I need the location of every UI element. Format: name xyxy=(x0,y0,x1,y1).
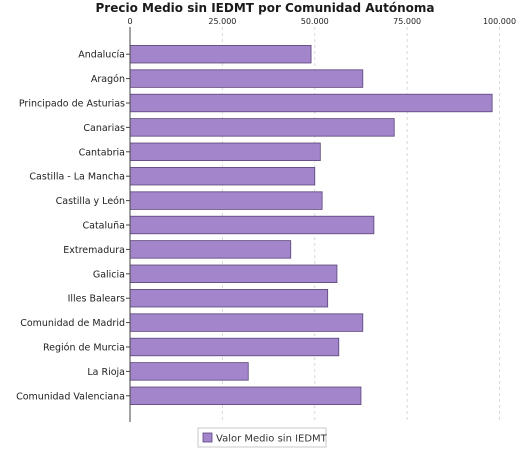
bar xyxy=(129,93,493,113)
category-labels: Andalucía Aragón Principado de Asturias Can… xyxy=(16,50,125,403)
bar xyxy=(129,386,362,405)
x-tick-label: 0 xyxy=(127,17,132,26)
x-tick-label: 75.000 xyxy=(393,17,421,26)
category-label: Canarias xyxy=(83,123,125,134)
category-label: Cantabria xyxy=(79,147,125,158)
category-label: Principado de Asturias xyxy=(19,99,125,110)
bar xyxy=(129,313,364,332)
bar xyxy=(129,362,249,381)
legend-label: Valor Medio sin IEDMT xyxy=(216,434,328,445)
x-tick-label: 25.000 xyxy=(208,17,236,26)
bar xyxy=(129,69,364,88)
category-label: Castilla y León xyxy=(56,196,125,207)
bar xyxy=(129,167,316,186)
bar xyxy=(129,142,321,161)
category-label: Aragón xyxy=(91,74,125,85)
x-tick-label: 50.000 xyxy=(301,17,329,26)
category-label: Comunidad Valenciana xyxy=(16,391,125,402)
bar xyxy=(129,118,395,137)
bar xyxy=(129,240,292,259)
bar xyxy=(129,215,375,235)
bar xyxy=(129,191,323,210)
chart-title: Precio Medio sin IEDMT por Comunidad Aut… xyxy=(96,1,435,15)
category-label: La Rioja xyxy=(87,367,125,378)
legend: Valor Medio sin IEDMT xyxy=(197,427,328,448)
category-label: Andalucía xyxy=(78,50,125,61)
bar xyxy=(129,45,312,64)
category-label: Galicia xyxy=(93,269,125,280)
bar xyxy=(129,337,340,357)
legend-box xyxy=(197,427,327,448)
category-label: Illes Balears xyxy=(68,294,125,305)
category-label: Comunidad de Madrid xyxy=(20,318,125,329)
legend-swatch xyxy=(202,432,213,443)
category-label: Cataluña xyxy=(82,221,125,232)
axes xyxy=(126,27,131,422)
bar xyxy=(129,264,338,283)
x-tick-label: 100.000 xyxy=(483,17,516,26)
bar xyxy=(129,289,329,308)
bars xyxy=(129,45,493,405)
category-label: Extremadura xyxy=(63,245,125,256)
category-label: Región de Murcia xyxy=(43,343,125,354)
x-tick-labels: 0 25.000 50.000 75.000 100.000 xyxy=(127,17,516,26)
category-label: Castilla - La Mancha xyxy=(29,172,125,183)
